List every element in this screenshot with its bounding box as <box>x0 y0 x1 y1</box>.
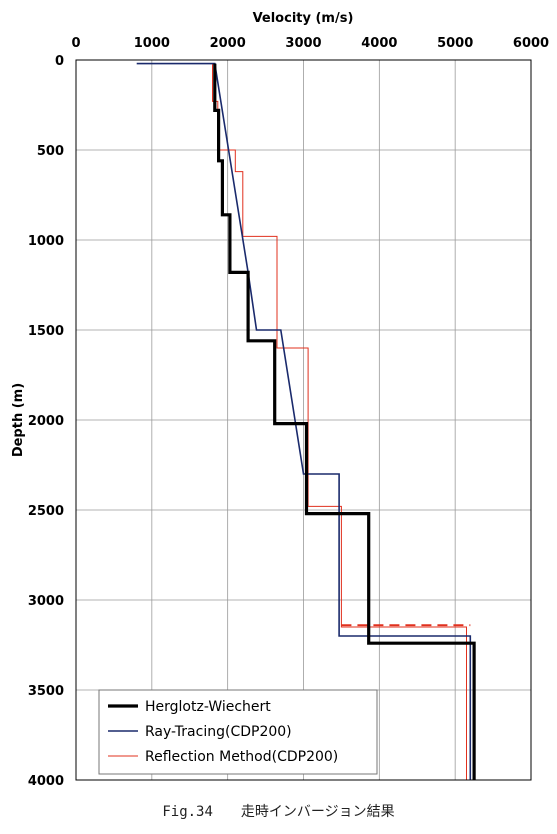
legend-label: Herglotz-Wiechert <box>145 699 271 715</box>
y-axis-title: Depth (m) <box>11 383 26 457</box>
y-tick-label: 1000 <box>28 234 64 249</box>
y-tick-label: 3500 <box>28 684 64 699</box>
legend-label: Ray-Tracing(CDP200) <box>145 724 292 740</box>
plot-frame <box>75 59 532 781</box>
x-tick-label: 5000 <box>437 36 473 51</box>
x-tick-label: 6000 <box>513 36 549 51</box>
y-tick-label: 500 <box>37 144 64 159</box>
series-line-1 <box>213 63 476 780</box>
y-tick-label: 4000 <box>28 774 64 789</box>
x-tick-label: 1000 <box>134 36 170 51</box>
series-line-2 <box>136 62 472 780</box>
y-tick-label: 3000 <box>28 594 64 609</box>
legend-box <box>98 689 378 775</box>
y-tick-labels: 0 500 1000 1500 2000 2500 3000 3500 4000 <box>28 54 64 789</box>
y-tick-label: 2000 <box>28 414 64 429</box>
legend-label: Reflection Method(CDP200) <box>145 749 338 765</box>
y-tick-label: 1500 <box>28 324 64 339</box>
figure-title: 走時インバージョン結果 <box>240 804 395 820</box>
x-tick-label: 2000 <box>210 36 246 51</box>
figure-number: Fig.34 <box>162 804 213 820</box>
x-tick-label: 0 <box>71 36 80 51</box>
series-layer <box>136 62 476 780</box>
y-tick-label: 2500 <box>28 504 64 519</box>
legend: Herglotz-Wiechert Ray-Tracing(CDP200) Refl… <box>98 689 378 775</box>
y-tick-label: 0 <box>55 54 64 69</box>
figure-caption: Fig.34 走時インバージョン結果 <box>0 801 557 821</box>
x-tick-labels: 0 1000 2000 3000 4000 5000 6000 <box>71 36 549 51</box>
x-axis-title: Velocity (m/s) <box>253 11 354 26</box>
x-tick-label: 3000 <box>285 36 321 51</box>
x-tick-label: 4000 <box>361 36 397 51</box>
